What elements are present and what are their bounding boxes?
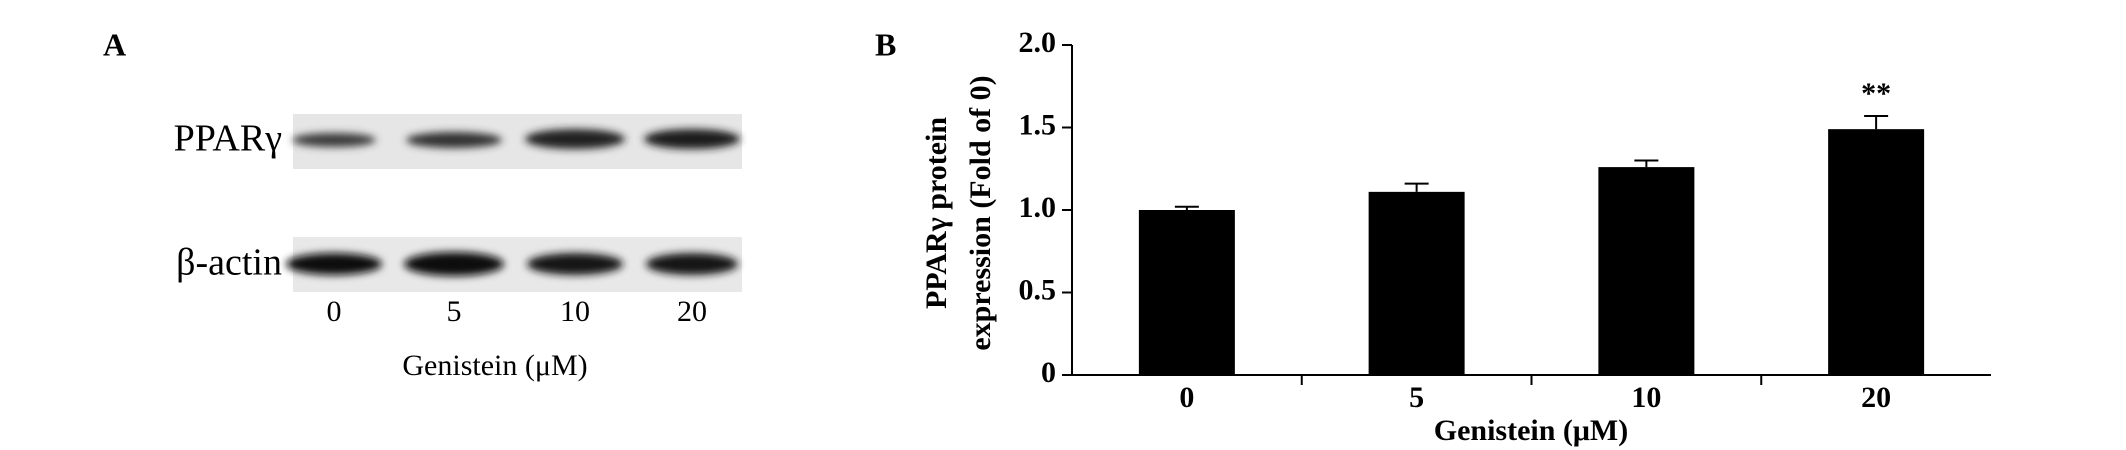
bar — [1368, 191, 1465, 375]
x-tick-label: 0 — [1179, 381, 1194, 414]
y-axis-title: PPARγ protein — [920, 117, 953, 309]
lane-label: 5 — [447, 295, 462, 328]
x-axis-title: Genistein (μM) — [402, 349, 587, 382]
bar — [1598, 167, 1695, 375]
y-tick-label: 2.0 — [1019, 26, 1057, 59]
y-tick-label: 1.5 — [1019, 108, 1057, 141]
error-bar — [1404, 182, 1429, 192]
y-tick-label: 0 — [1041, 356, 1056, 389]
lane-label: 0 — [327, 295, 342, 328]
x-axis-title: Genistein (μM) — [1434, 414, 1628, 447]
y-axis-title: expression (Fold of 0) — [964, 75, 997, 350]
row-label: β-actin — [176, 242, 282, 284]
error-bar — [1174, 205, 1199, 210]
lane-label: 10 — [560, 295, 590, 328]
x-tick-label: 5 — [1409, 381, 1424, 414]
x-tick-label: 10 — [1631, 381, 1661, 414]
x-tick-label: 20 — [1861, 381, 1891, 414]
y-tick-label: 1.0 — [1019, 191, 1057, 224]
y-tick-label: 0.5 — [1019, 273, 1057, 306]
error-bar — [1634, 159, 1659, 168]
panel-label: B — [875, 26, 896, 62]
significance: ** — [1861, 77, 1891, 110]
lane-label: 20 — [677, 295, 707, 328]
panel-label: A — [103, 26, 126, 62]
error-bar — [1864, 114, 1889, 130]
bar — [1138, 210, 1235, 375]
blot-bands — [286, 129, 740, 276]
row-label: PPARγ — [174, 118, 282, 160]
bar — [1828, 129, 1925, 375]
